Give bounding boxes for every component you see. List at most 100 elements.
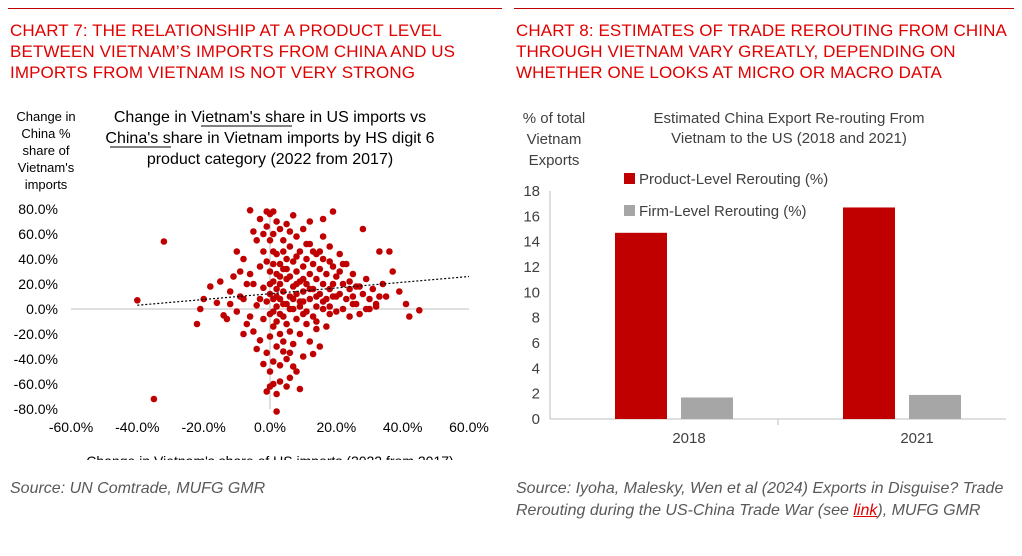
scatter-point <box>343 295 350 303</box>
source-text: Source: Iyoha, Malesky, Wen et al (2024)… <box>516 480 1004 519</box>
scatter-point <box>273 408 280 415</box>
scatter-point <box>280 288 287 295</box>
scatter-point <box>236 268 244 275</box>
scatter-point <box>306 295 314 303</box>
scatter-point <box>299 298 307 305</box>
scatter-point <box>286 349 294 357</box>
scatter-point <box>280 248 287 255</box>
y-tick-label: 10 <box>523 284 540 301</box>
chart-7-panel: CHART 7: THE RELATIONSHIP AT A PRODUCT L… <box>0 0 505 556</box>
scatter-point <box>273 285 280 293</box>
x-tick-label: -60.0% <box>49 419 93 435</box>
scatter-point <box>289 212 297 219</box>
scatter-point <box>303 240 310 248</box>
scatter-point <box>299 353 307 360</box>
y-tick-label: -20.0% <box>14 326 58 342</box>
scatter-point <box>273 303 280 310</box>
scatter-point <box>382 293 390 300</box>
legend-label: Product-Level Rerouting (%) <box>639 171 828 188</box>
scatter-point <box>293 368 300 375</box>
scatter-point <box>346 285 353 293</box>
x-tick-label: 40.0% <box>383 419 423 435</box>
scatter-point <box>329 263 337 270</box>
scatter-point <box>323 270 330 278</box>
y-tick-label: -60.0% <box>14 376 58 392</box>
scatter-point <box>379 280 387 288</box>
scatter-point <box>303 308 310 315</box>
scatter-point <box>207 283 214 290</box>
scatter-point <box>296 248 304 255</box>
scatter-point <box>266 368 274 375</box>
y-tick-label: 8 <box>532 310 540 327</box>
scatter-point <box>260 230 267 238</box>
scatter-point <box>260 284 267 292</box>
scatter-point <box>197 305 204 313</box>
source-link[interactable]: link <box>853 502 878 519</box>
scatter-point <box>256 337 264 344</box>
scatter-point <box>233 308 241 315</box>
scatter-point <box>270 308 277 315</box>
scatter-point <box>333 308 340 315</box>
scatter-point <box>352 283 360 290</box>
scatter-point <box>263 349 271 357</box>
scatter-point <box>293 290 300 298</box>
x-tick-label: 20.0% <box>316 419 356 435</box>
scatter-point <box>266 333 274 340</box>
source-note: Source: UN Comtrade, MUFG GMR <box>10 480 266 497</box>
y-axis-label: Change in <box>16 109 75 124</box>
scatter-point <box>276 273 284 280</box>
scatter-point <box>289 340 297 348</box>
scatter-point <box>233 248 241 255</box>
scatter-point <box>246 207 254 214</box>
x-tick-label: 2018 <box>672 430 705 447</box>
scatter-point <box>326 303 334 310</box>
scatter-point <box>376 248 383 255</box>
scatter-point <box>273 390 280 398</box>
y-axis-label: Vietnam's <box>18 160 75 175</box>
scatter-point <box>319 305 327 313</box>
chart-title: Change in Vietnam's share in US imports … <box>114 109 426 126</box>
scatter-point <box>319 255 327 263</box>
scatter-point <box>362 275 370 283</box>
scatter-point <box>316 265 324 273</box>
scatter-point <box>273 218 280 225</box>
scatter-point <box>223 315 231 323</box>
scatter-point <box>309 313 317 320</box>
scatter-point <box>283 383 290 390</box>
scatter-chart: Change in China % share of Vietnam's imports… <box>14 109 489 460</box>
bar <box>681 397 733 419</box>
scatter-point <box>253 237 260 244</box>
scatter-point <box>280 338 287 345</box>
scatter-point <box>299 288 307 295</box>
y-tick-label: -40.0% <box>14 351 58 367</box>
scatter-point <box>270 380 277 388</box>
scatter-point <box>316 343 324 350</box>
panel-title: CHART 8: ESTIMATES OF TRADE REROUTING FR… <box>516 21 1006 82</box>
scatter-point <box>266 280 274 288</box>
scatter-point <box>396 288 403 295</box>
legend-label: Firm-Level Rerouting (%) <box>639 203 807 220</box>
scatter-point <box>240 255 247 263</box>
scatter-point <box>263 258 271 265</box>
scatter-point <box>283 265 290 273</box>
y-tick-label: 20.0% <box>18 276 58 292</box>
scatter-point <box>293 253 300 260</box>
scatter-point <box>246 270 254 278</box>
scatter-point <box>266 268 274 275</box>
scatter-point <box>280 300 287 308</box>
scatter-point <box>286 328 294 335</box>
y-tick-label: -80.0% <box>14 401 58 417</box>
scatter-point <box>243 320 251 328</box>
y-tick-label: 18 <box>523 183 540 200</box>
scatter-point <box>263 223 271 230</box>
scatter-point <box>336 268 344 275</box>
scatter-point <box>256 295 264 303</box>
y-tick-label: 14 <box>523 234 540 251</box>
scatter-point <box>313 325 320 333</box>
scatter-point <box>270 358 277 365</box>
y-tick-label: 40.0% <box>18 251 58 267</box>
scatter-point <box>326 310 334 318</box>
bar <box>843 207 895 419</box>
scatter-point <box>283 355 290 363</box>
scatter-point <box>240 295 247 303</box>
